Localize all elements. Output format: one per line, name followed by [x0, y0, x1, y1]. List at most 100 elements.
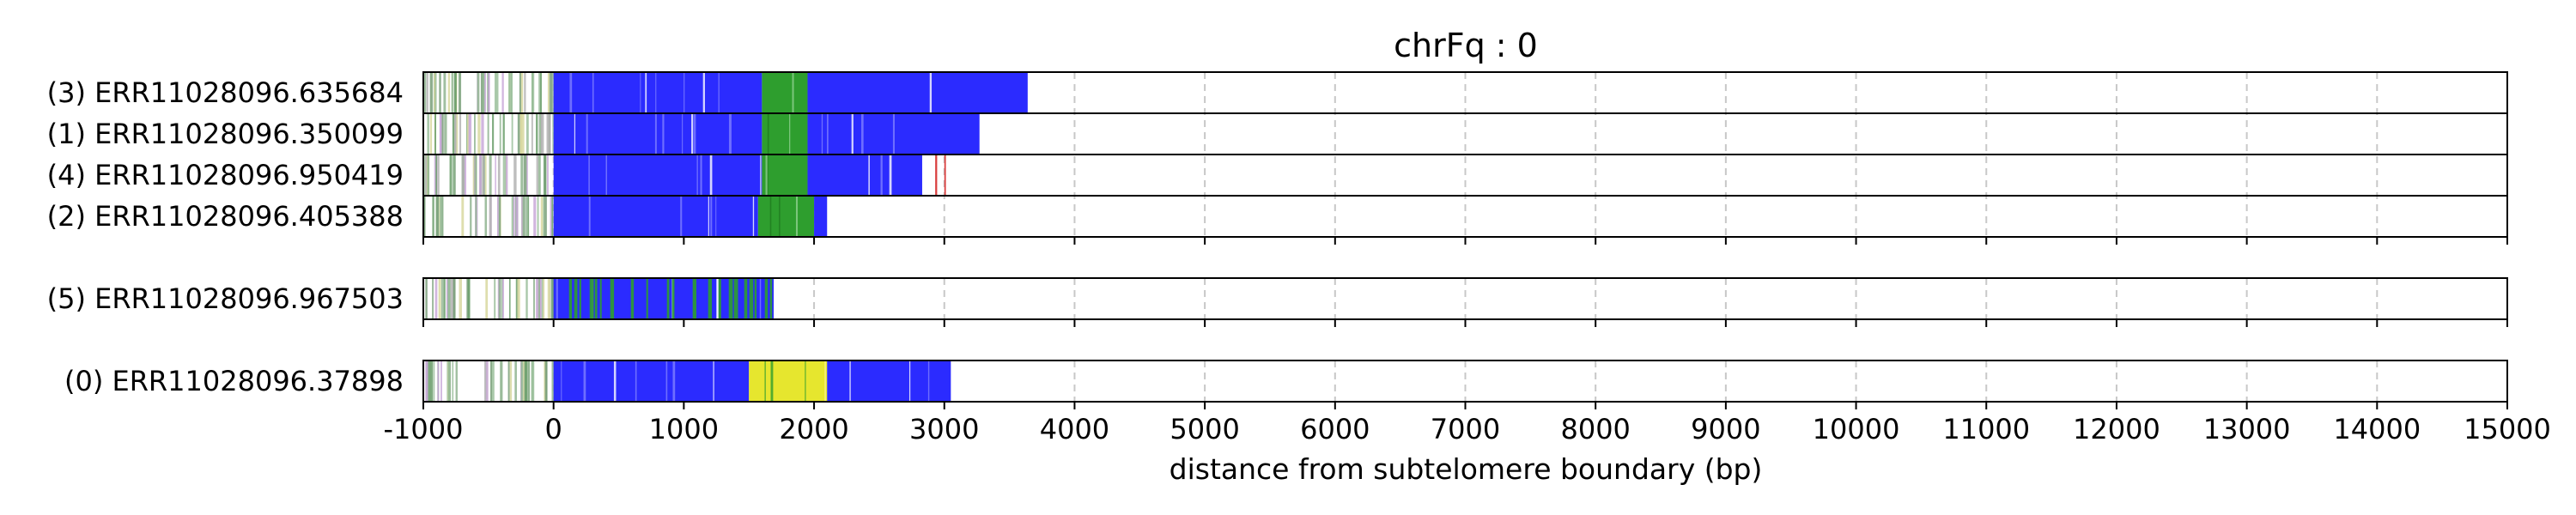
segment-texture — [821, 113, 823, 154]
segment-texture — [654, 113, 657, 154]
subtelomere-stripe — [500, 360, 503, 402]
subtelomere-stripe — [515, 196, 519, 237]
segment-texture — [718, 72, 720, 113]
x-tick-label: 0 — [545, 413, 562, 445]
x-tick-label: -1000 — [384, 413, 464, 445]
subtelomere-stripe — [437, 360, 440, 402]
segment-stripe — [630, 278, 635, 319]
subtelomere-stripe — [451, 72, 453, 113]
read-segment — [553, 360, 750, 402]
segment-stripe — [579, 278, 581, 319]
subtelomere-stripe — [527, 360, 531, 402]
x-tick-label: 6000 — [1300, 413, 1370, 445]
subtelomere-stripe — [433, 360, 435, 402]
segment-stripe — [599, 278, 602, 319]
subtelomere-stripe — [484, 72, 486, 113]
read-segment — [553, 196, 758, 237]
subtelomere-stripe — [521, 196, 524, 237]
subtelomere-stripe — [538, 154, 541, 196]
subtelomere-stripe — [538, 72, 541, 113]
subtelomere-stripe — [440, 278, 443, 319]
x-tick-label: 15000 — [2464, 413, 2551, 445]
subtelomere-stripe — [459, 113, 462, 154]
segment-stripe — [574, 278, 578, 319]
segment-stripe — [646, 278, 648, 319]
subtelomere-stripe — [425, 154, 427, 196]
subtelomere-stripe — [544, 360, 548, 402]
subtelomere-stripe — [526, 113, 529, 154]
subtelomere-stripe — [484, 360, 488, 402]
subtelomere-stripe — [524, 72, 526, 113]
subtelomere-stripe — [520, 154, 524, 196]
subtelomere-stripe — [491, 360, 495, 402]
subtelomere-stripe — [447, 360, 451, 402]
subtelomere-stripe — [523, 154, 527, 196]
segment-texture — [645, 72, 647, 113]
subtelomere-stripe — [526, 154, 528, 196]
subtelomere-stripe — [439, 113, 442, 154]
subtelomere-stripe — [456, 113, 459, 154]
segment-texture — [908, 360, 911, 402]
subtelomere-stripe — [467, 278, 471, 319]
subtelomere-stripe — [426, 72, 428, 113]
subtelomere-stripe — [537, 278, 540, 319]
segment-texture — [713, 360, 714, 402]
segment-texture — [789, 113, 791, 154]
read-segment — [807, 154, 922, 196]
segment-stripe — [769, 278, 773, 319]
x-tick-label: 8000 — [1560, 413, 1630, 445]
subtelomere-stripe — [523, 360, 526, 402]
read-segment — [553, 113, 762, 154]
segment-texture — [672, 360, 676, 402]
segment-stripe — [610, 278, 615, 319]
subtelomere-stripe — [434, 113, 436, 154]
subtelomere-stripe — [541, 278, 544, 319]
subtelomere-stripe — [507, 360, 510, 402]
subtelomere-stripe — [489, 196, 492, 237]
subtelomere-stripe — [432, 278, 434, 319]
subtelomere-stripe — [443, 72, 447, 113]
segment-texture — [779, 196, 781, 237]
subtelomere-stripe — [508, 278, 511, 319]
segment-texture — [760, 154, 762, 196]
segment-stripe — [728, 278, 733, 319]
segment-texture — [696, 154, 698, 196]
subtelomere-stripe — [424, 154, 426, 196]
read-segment — [814, 196, 828, 237]
segment-stripe — [749, 278, 754, 319]
read-track: (5) ERR11028096.967503 — [47, 277, 2508, 320]
subtelomere-stripe — [497, 154, 501, 196]
x-tick-label: 3000 — [909, 413, 979, 445]
subtelomere-stripe — [441, 196, 444, 237]
segment-texture — [700, 154, 702, 196]
segment-stripe — [764, 278, 769, 319]
subtelomere-stripe — [446, 278, 449, 319]
subtelomere-stripe — [541, 113, 544, 154]
subtelomere-stripe — [543, 154, 547, 196]
subtelomere-stripe — [536, 154, 538, 196]
segment-texture — [574, 113, 575, 154]
subtelomere-stripe — [517, 278, 520, 319]
segment-texture — [880, 154, 883, 196]
read-segment — [553, 278, 775, 319]
read-label: (4) ERR11028096.950419 — [47, 159, 404, 191]
read-segment — [762, 154, 808, 196]
segment-texture — [717, 278, 719, 319]
subtelomere-stripe — [502, 154, 505, 196]
subtelomere-stripe — [524, 360, 528, 402]
subtelomere-stripe — [536, 278, 538, 319]
subtelomere-stripe — [489, 154, 492, 196]
subtelomere-stripe — [441, 113, 444, 154]
segment-texture — [588, 196, 591, 237]
subtelomere-stripe — [494, 72, 497, 113]
read-label: (0) ERR11028096.37898 — [64, 365, 404, 397]
x-tick-label: 11000 — [1942, 413, 2030, 445]
subtelomere-stripe — [532, 278, 535, 319]
segment-texture — [795, 196, 799, 237]
subtelomere-stripe — [466, 278, 469, 319]
subtelomere-stripe — [485, 278, 489, 319]
segment-texture — [613, 360, 617, 402]
subtelomere-stripe — [466, 113, 470, 154]
segment-texture — [693, 113, 696, 154]
